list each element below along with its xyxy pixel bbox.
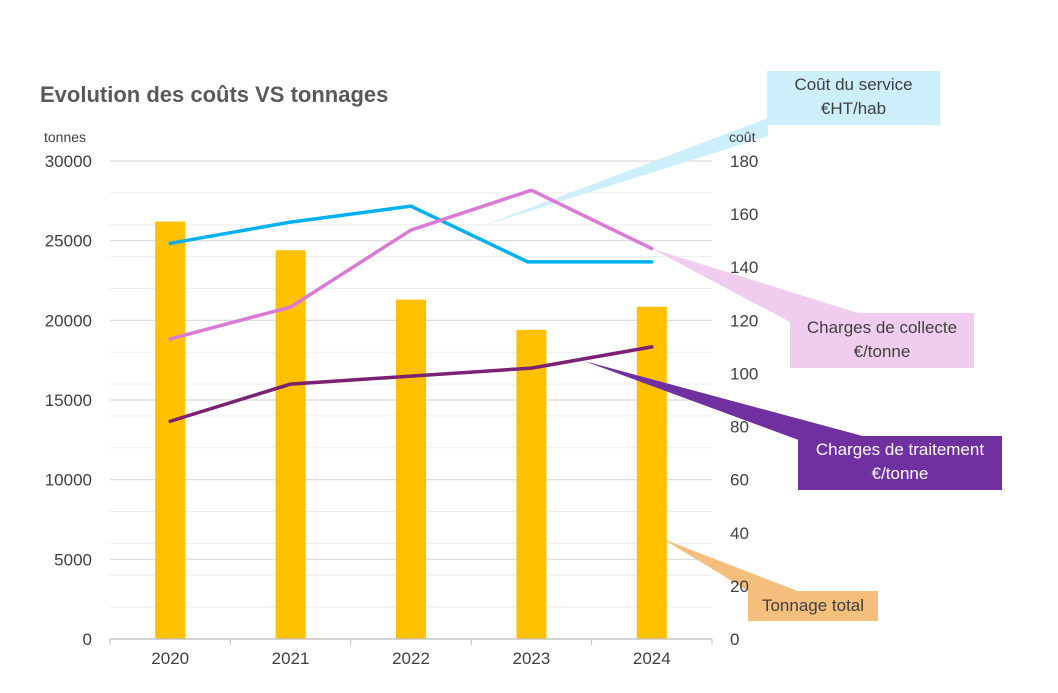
bar-tonnage bbox=[155, 221, 186, 639]
callout-charges-collecte-line2: €/tonne bbox=[853, 342, 911, 361]
callout-tonnage-total: Tonnage total bbox=[748, 591, 878, 621]
left-tick-label: 15000 bbox=[45, 391, 92, 410]
callout-cout-service: Coût du service €HT/hab bbox=[767, 71, 940, 125]
right-tick-label: 0 bbox=[730, 630, 739, 649]
callout-charges-traitement: Charges de traitement €/tonne bbox=[798, 436, 1002, 490]
callout-charges-traitement-line1: Charges de traitement bbox=[815, 440, 985, 459]
bar-tonnage bbox=[516, 329, 547, 639]
x-tick-label: 2023 bbox=[512, 649, 550, 668]
left-tick-label: 20000 bbox=[45, 311, 92, 330]
x-tick-label: 2020 bbox=[151, 649, 189, 668]
callout-charges-collecte: Charges de collecte €/tonne bbox=[790, 313, 974, 368]
left-axis-unit: tonnes bbox=[44, 129, 87, 145]
left-tick-label: 30000 bbox=[45, 152, 92, 171]
right-tick-label: 40 bbox=[730, 524, 749, 543]
left-tick-label: 5000 bbox=[54, 550, 92, 569]
x-tick-label: 2022 bbox=[392, 649, 430, 668]
bar-tonnage bbox=[396, 299, 426, 639]
x-tick-label: 2021 bbox=[272, 649, 310, 668]
cost-lines bbox=[168, 188, 654, 423]
right-tick-label: 20 bbox=[730, 577, 749, 596]
right-tick-label: 160 bbox=[730, 205, 758, 224]
left-tick-label: 0 bbox=[83, 630, 92, 649]
right-tick-label: 120 bbox=[730, 311, 758, 330]
callout-charges-traitement-line2: €/tonne bbox=[871, 464, 929, 483]
callout-charges-collecte-line1: Charges de collecte bbox=[806, 318, 958, 337]
right-tick-label: 140 bbox=[730, 258, 758, 277]
right-tick-label: 80 bbox=[730, 418, 749, 437]
pointer-charges-collecte bbox=[651, 248, 868, 330]
chart-title: Evolution des coûts VS tonnages bbox=[40, 82, 389, 107]
right-tick-label: 180 bbox=[730, 152, 758, 171]
pointer-cout-service bbox=[482, 118, 768, 226]
pointer-charges-traitement bbox=[584, 361, 870, 446]
x-tick-label: 2024 bbox=[633, 649, 671, 668]
callout-cout-service-line2: €HT/hab bbox=[820, 99, 887, 118]
bar-tonnage bbox=[636, 306, 667, 639]
left-tick-label: 10000 bbox=[45, 471, 92, 490]
callout-tonnage-total-line1: Tonnage total bbox=[761, 596, 865, 615]
callout-cout-service-line1: Coût du service bbox=[794, 75, 913, 94]
tonnage-bars bbox=[155, 221, 667, 639]
left-tick-label: 25000 bbox=[45, 232, 92, 251]
axes: 0 5000 10000 15000 20000 25000 30000 0 20 40 60 80 1… bbox=[45, 152, 759, 668]
right-axis-unit: coût bbox=[729, 129, 756, 145]
bar-tonnage bbox=[275, 250, 306, 639]
pointer-tonnage-total bbox=[663, 539, 800, 598]
right-tick-label: 60 bbox=[730, 471, 749, 490]
right-tick-label: 100 bbox=[730, 364, 758, 383]
